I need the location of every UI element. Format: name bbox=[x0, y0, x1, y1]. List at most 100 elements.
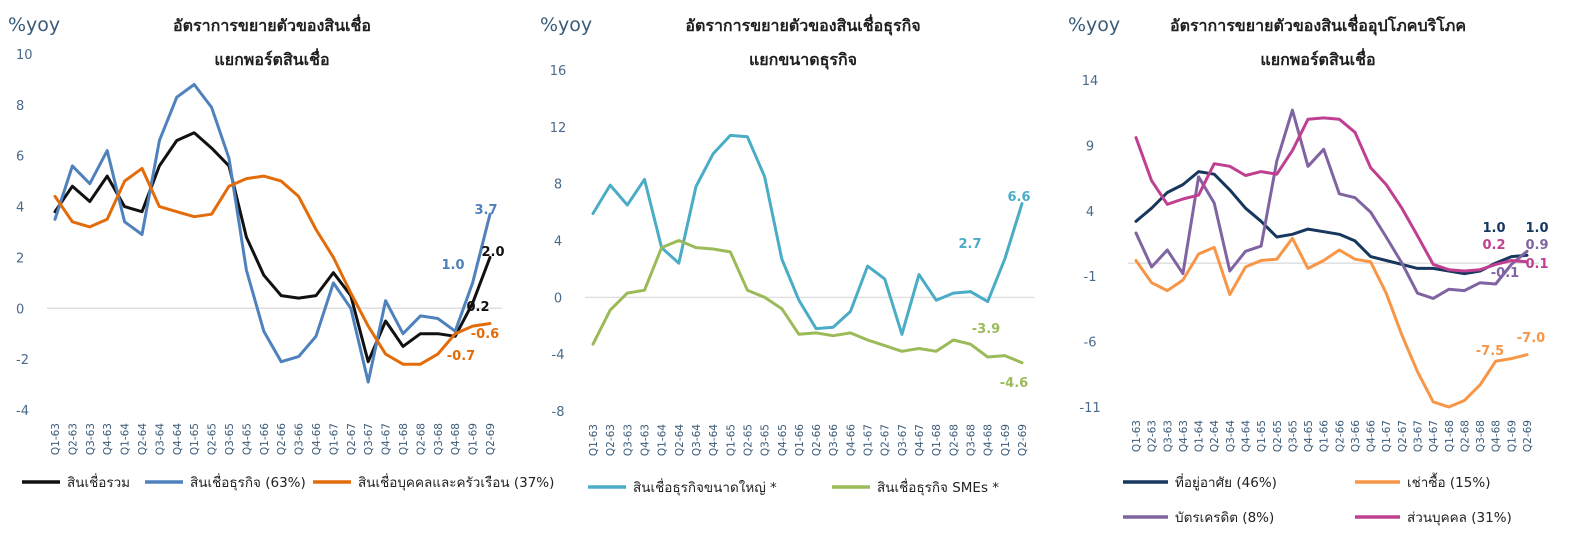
legend-item-1: ที่อยู่อาศัย (46%) bbox=[1123, 473, 1277, 491]
y-tick-label: 8 bbox=[554, 178, 562, 193]
x-tick-label: Q4-68 bbox=[1491, 420, 1503, 452]
x-tick-label: Q1-69 bbox=[1506, 420, 1518, 452]
x-tick-label: Q1-64 bbox=[1194, 420, 1206, 452]
legend-item-1: สินเชื่อรวม bbox=[22, 473, 130, 491]
data-label: 1.0 bbox=[1482, 221, 1505, 236]
legend-item-3: สินเชื่อบุคคลและครัวเรือน (37%) bbox=[313, 473, 554, 491]
legend-item-2: สินเชื่อธุรกิจ SMEs * bbox=[832, 478, 999, 496]
x-tick-label: Q2-66 bbox=[1334, 420, 1346, 452]
x-tick-label: Q4-65 bbox=[777, 424, 789, 456]
data-label: 2.0 bbox=[481, 245, 504, 260]
x-tick-label: Q3-66 bbox=[828, 424, 840, 456]
legend-label: ที่อยู่อาศัย (46%) bbox=[1175, 473, 1277, 491]
x-tick-label: Q2-67 bbox=[1397, 420, 1409, 452]
series-line-1 bbox=[1134, 170, 1529, 276]
legend-label: สินเชื่อธุรกิจ (63%) bbox=[190, 473, 306, 491]
chart-panel-2: %yoy อัตราการขยายตัวของสินเชื่อธุรกิจแยกข… bbox=[540, 14, 1034, 496]
x-tick-label: Q2-66 bbox=[811, 424, 823, 456]
x-tick-label: Q1-63 bbox=[588, 424, 600, 456]
chart-subtitle: แยกพอร์ตสินเชื่อ bbox=[214, 48, 329, 69]
data-label: 2.7 bbox=[958, 237, 981, 252]
data-label: 0.9 bbox=[1525, 238, 1548, 253]
y-tick-label: 4 bbox=[1086, 205, 1094, 220]
x-tick-label: Q4-64 bbox=[172, 423, 184, 455]
y-tick-label: 0 bbox=[554, 291, 562, 306]
chart-subtitle: แยกพอร์ตสินเชื่อ bbox=[1260, 48, 1375, 69]
x-tick-label: Q1-64 bbox=[657, 424, 669, 456]
x-tick-label: Q4-63 bbox=[639, 424, 651, 456]
x-tick-label: Q2-64 bbox=[674, 424, 686, 456]
x-tick-label: Q4-64 bbox=[1240, 420, 1252, 452]
x-tick-label: Q3-66 bbox=[294, 423, 306, 455]
data-label: 0.2 bbox=[1482, 238, 1505, 253]
x-tick-label: Q3-67 bbox=[897, 424, 909, 456]
chart-title: อัตราการขยายตัวของสินเชื่อ bbox=[173, 14, 371, 35]
data-label: -7.0 bbox=[1517, 331, 1545, 346]
chart-title: อัตราการขยายตัวของสินเชื่ออุปโภคบริโภค bbox=[1170, 14, 1466, 36]
data-label: 1.0 bbox=[441, 258, 464, 273]
data-label: -0.6 bbox=[471, 327, 499, 342]
data-label: -0.7 bbox=[447, 349, 475, 364]
series-line-3 bbox=[1134, 108, 1529, 300]
x-tick-label: Q1-67 bbox=[863, 424, 875, 456]
x-tick-label: Q3-66 bbox=[1350, 420, 1362, 452]
x-tick-label: Q2-69 bbox=[1522, 420, 1534, 452]
x-tick-label: Q2-67 bbox=[880, 424, 892, 456]
x-tick-label: Q1-65 bbox=[189, 423, 201, 455]
x-tick-label: Q1-66 bbox=[1319, 420, 1331, 452]
x-tick-label: Q3-67 bbox=[1413, 420, 1425, 452]
y-tick-label: 16 bbox=[550, 64, 567, 79]
x-tick-label: Q2-64 bbox=[1209, 420, 1221, 452]
data-label: -4.6 bbox=[1000, 376, 1028, 391]
series-line-1 bbox=[53, 131, 492, 364]
x-tick-label: Q3-67 bbox=[363, 423, 375, 455]
x-tick-label: Q1-63 bbox=[50, 423, 62, 455]
x-tick-label: Q4-68 bbox=[983, 424, 995, 456]
series-line-2 bbox=[591, 239, 1024, 365]
data-label: 6.6 bbox=[1007, 190, 1030, 205]
x-tick-label: Q3-65 bbox=[1287, 420, 1299, 452]
x-tick-label: Q1-68 bbox=[1444, 420, 1456, 452]
data-label: -3.9 bbox=[972, 322, 1000, 337]
x-tick-label: Q2-65 bbox=[207, 423, 219, 455]
x-tick-label: Q2-65 bbox=[742, 424, 754, 456]
x-tick-label: Q1-69 bbox=[468, 423, 480, 455]
x-tick-label: Q3-68 bbox=[1475, 420, 1487, 452]
x-tick-label: Q2-66 bbox=[276, 423, 288, 455]
x-tick-label: Q3-63 bbox=[622, 424, 634, 456]
y-tick-label: 10 bbox=[16, 48, 33, 63]
legend-item-2: เช่าซื้อ (15%) bbox=[1355, 472, 1490, 491]
y-tick-label: 2 bbox=[16, 251, 24, 266]
data-label: -0.1 bbox=[1491, 266, 1519, 281]
x-tick-label: Q4-65 bbox=[241, 423, 253, 455]
x-tick-label: Q1-65 bbox=[725, 424, 737, 456]
x-tick-label: Q2-63 bbox=[605, 424, 617, 456]
x-tick-label: Q4-63 bbox=[1178, 420, 1190, 452]
x-tick-label: Q2-69 bbox=[1017, 424, 1029, 456]
y-tick-label: -2 bbox=[16, 353, 29, 368]
y-tick-label: 12 bbox=[550, 121, 567, 136]
x-tick-label: Q4-67 bbox=[1428, 420, 1440, 452]
legend-item-4: ส่วนบุคคล (31%) bbox=[1355, 510, 1512, 526]
y-tick-label: -6 bbox=[1084, 336, 1097, 351]
y-tick-label: 6 bbox=[16, 150, 24, 165]
chart-title: อัตราการขยายตัวของสินเชื่อธุรกิจ bbox=[685, 14, 920, 36]
x-tick-label: Q1-64 bbox=[120, 423, 132, 455]
y-tick-label: -1 bbox=[1084, 270, 1097, 285]
x-tick-label: Q2-68 bbox=[948, 424, 960, 456]
unit-label: %yoy bbox=[8, 14, 60, 36]
x-tick-label: Q1-68 bbox=[398, 423, 410, 455]
x-tick-label: Q1-66 bbox=[259, 423, 271, 455]
x-tick-label: Q1-66 bbox=[794, 424, 806, 456]
chart-panel-3: %yoy อัตราการขยายตัวของสินเชื่ออุปโภคบริโ… bbox=[1068, 14, 1549, 526]
x-tick-label: Q1-67 bbox=[328, 423, 340, 455]
data-label: -7.5 bbox=[1476, 344, 1504, 359]
y-tick-label: 14 bbox=[1082, 74, 1099, 89]
x-tick-label: Q2-63 bbox=[1147, 420, 1159, 452]
x-tick-label: Q1-67 bbox=[1381, 420, 1393, 452]
data-label: 0.1 bbox=[1525, 257, 1548, 272]
x-tick-label: Q1-68 bbox=[931, 424, 943, 456]
x-tick-label: Q1-69 bbox=[1000, 424, 1012, 456]
legend-label: สินเชื่อบุคคลและครัวเรือน (37%) bbox=[358, 473, 554, 491]
